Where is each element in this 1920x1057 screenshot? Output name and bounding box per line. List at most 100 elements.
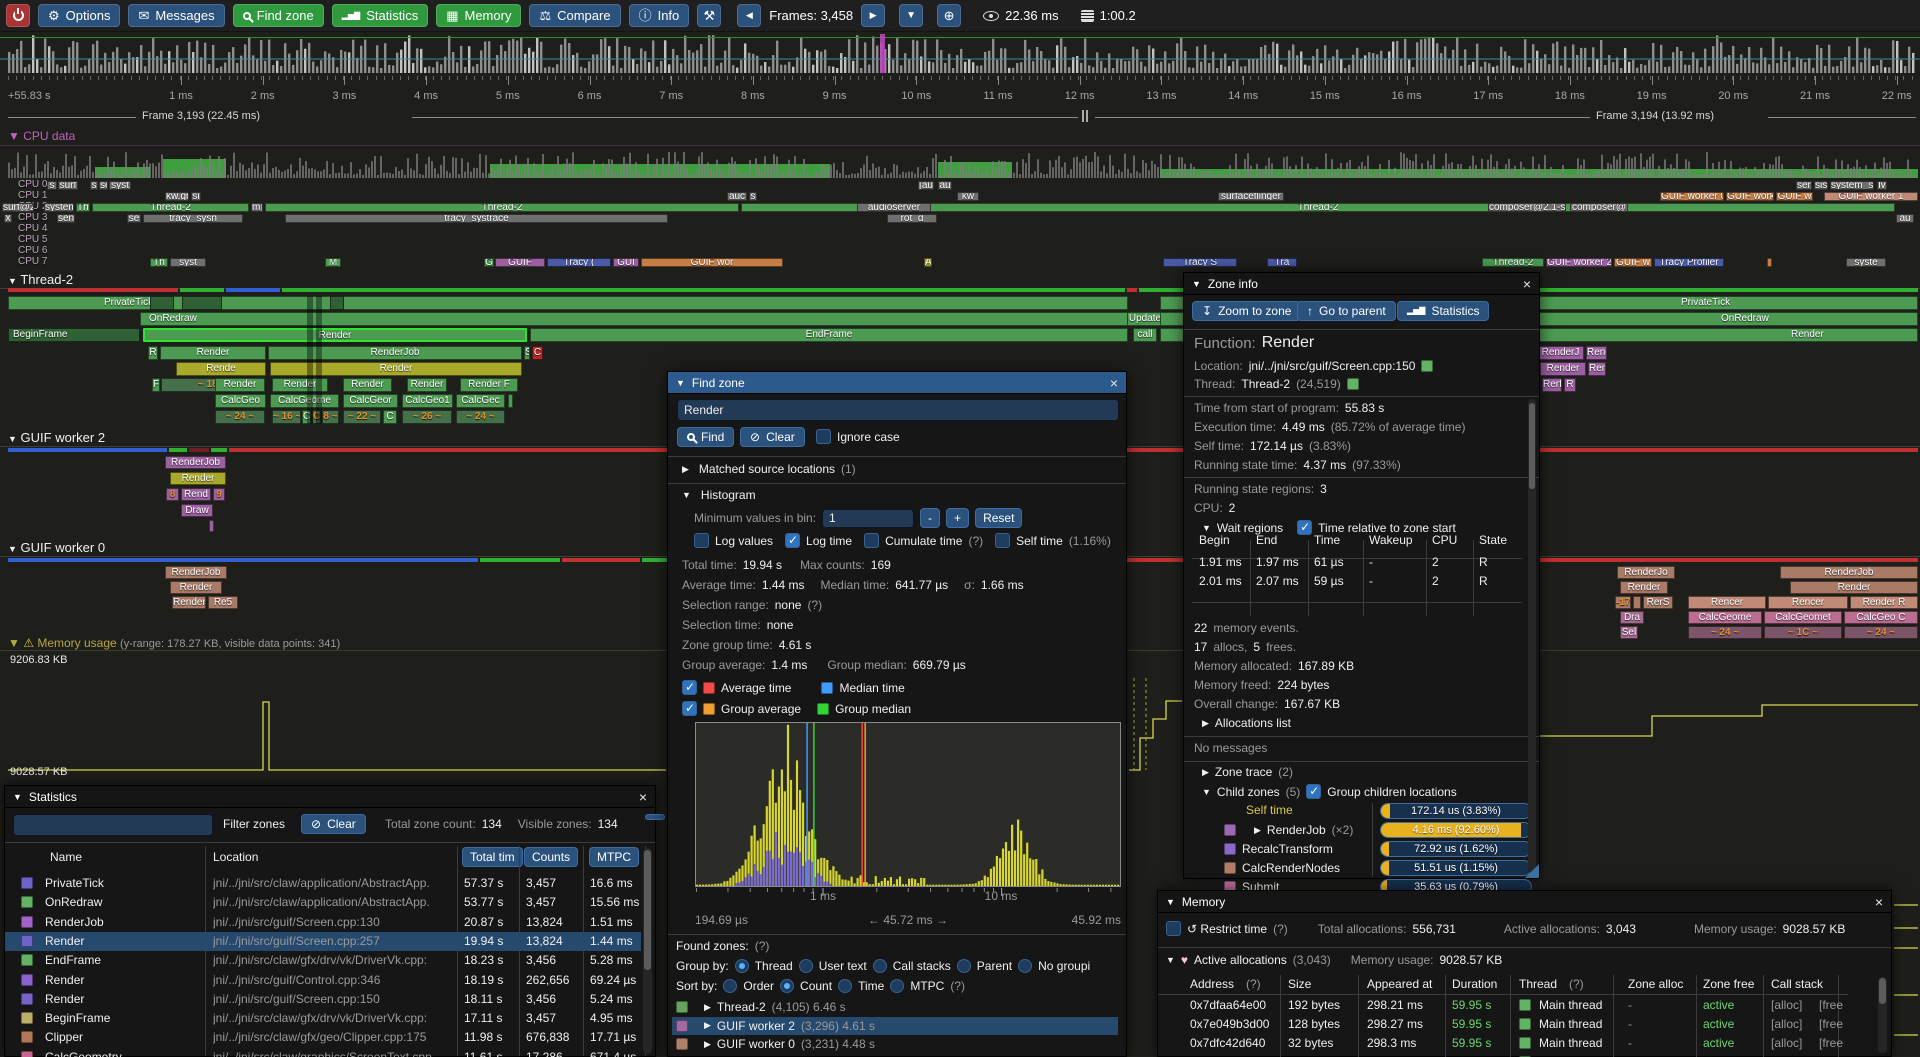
col-mtpc-button[interactable]: MTPC [589,847,639,867]
prev-frame-button[interactable]: ◀ [737,4,762,27]
find-zone-titlebar[interactable]: ▼ Find zone × [668,372,1126,394]
zone-statistics-button[interactable]: ▂▅▇ Statistics [1397,301,1490,321]
timeline-zone[interactable]: m]a [251,203,263,212]
timeline-zone[interactable]: composer@ [1570,203,1628,212]
allocation-row[interactable]: 0x7dfc42d640 32 bytes 298.3 ms 59.95 s Main … [1190,1036,1843,1050]
timeline-zone[interactable]: Th [150,258,168,267]
frame-time-graph[interactable] [0,32,1920,76]
memory-titlebar[interactable]: ▼ Memory × [1158,891,1891,913]
statistics-row[interactable]: EndFrame jni/../jni/src/claw/gfx/drv/vk/D… [5,951,641,970]
timeline-zone[interactable]: RenderJo [1617,566,1675,579]
ignore-case-row[interactable]: Ignore case [816,429,900,444]
timeline-zone[interactable]: syste [1846,258,1886,267]
timeline-zone[interactable]: Rencer [1768,596,1848,609]
sort-by-order[interactable] [723,979,738,993]
timeline-zone[interactable]: C [312,410,321,424]
child-zone-row[interactable]: RecalcTransform [1224,842,1333,856]
partial-button[interactable] [645,814,665,820]
timeline-zone[interactable]: ~ 16 ~ [272,410,301,424]
allocations-list[interactable]: ▶ Allocations list [1202,716,1291,730]
timeline-zone[interactable]: kw [957,192,979,201]
timeline-zone[interactable]: 8 [166,488,179,501]
go-to-parent-button[interactable]: ↑ Go to parent [1297,301,1396,321]
timeline-zone[interactable]: rot_d [887,214,937,223]
timeline-zone[interactable]: Thread-2 [1482,258,1544,267]
timeline-zone[interactable]: [au [918,181,934,190]
zoom-to-zone-button[interactable]: ↧ Zoom to zone [1192,301,1302,321]
find-zone-button[interactable]: Find zone [232,4,324,27]
timeline-zone[interactable]: Render [215,378,265,392]
timeline-zone[interactable]: C [383,410,397,424]
timeline-zone[interactable]: OnRedraw [140,312,1128,326]
group-avg-checkbox[interactable] [682,701,697,716]
timeline-zone[interactable]: surf@2g [2,203,34,212]
timeline-zone[interactable] [182,296,222,310]
timeline-zone[interactable]: EndFrame [530,328,1128,342]
timeline-zone[interactable] [330,296,344,310]
timeline-zone[interactable]: CalcGeo1 [402,394,453,408]
timeline-zone[interactable]: RenderJob [165,456,226,469]
timeline-zone[interactable]: ~ 24 ~ [1688,626,1762,639]
statistics-row[interactable]: Render jni/../jni/src/guif/Screen.cpp:257… [5,931,641,951]
timeline-zone[interactable]: 9 [213,488,225,501]
timeline-zone[interactable]: tracy_sysn [143,214,243,223]
timeline-zone[interactable]: Tra [1267,258,1297,267]
timeline-zone[interactable]: tracy_systrace [285,214,668,223]
timeline-zone[interactable]: GUIF w [1776,192,1813,201]
timeline-zone[interactable]: s [749,192,757,201]
col-counts-button[interactable]: Counts [524,847,579,867]
child-zone-row[interactable]: CalcRenderNodes [1224,861,1340,875]
timeline-zone[interactable]: sis [1814,181,1828,190]
timeline-zone[interactable] [1633,596,1641,609]
thread-header-thread-2[interactable]: ▼ Thread-2 [8,272,74,287]
log-time-checkbox[interactable] [785,533,801,548]
timeline-zone[interactable]: CalcGeo C [1844,611,1918,624]
group-by-thread[interactable] [734,959,749,973]
log-values-checkbox[interactable] [694,533,709,548]
child-zone-row[interactable]: ▶ RenderJob (×2) [1224,823,1353,837]
timeline-zone[interactable]: GUIF wor [641,258,783,267]
power-button[interactable] [6,4,30,27]
timeline-zone[interactable]: Render [343,378,392,392]
timeline-zone[interactable]: system se [44,203,74,212]
memory-col-appeared-at[interactable]: Appeared at [1367,977,1433,991]
memory-button[interactable]: ▦ Memory [436,4,522,27]
timeline-zone[interactable]: audioserver [857,203,931,212]
timeline-zone[interactable]: Tracy Profiler [1654,258,1724,267]
statistics-row[interactable]: CalcGeometry jni/../jni/src/claw/graphics… [5,1048,641,1057]
found-zone-row[interactable]: ▶GUIF worker 1(3,192) 4.39 s [672,1054,1118,1057]
timeline-zone[interactable] [209,520,214,532]
timeline-zone[interactable]: CalcGeome [1688,611,1762,624]
decrement-button[interactable]: - [920,508,941,528]
statistics-row[interactable]: Clipper jni/../jni/src/claw/gfx/geo/Clipp… [5,1028,641,1047]
scrollbar[interactable] [1878,977,1887,1053]
timeline-zone[interactable]: Rerf [1542,378,1562,392]
timeline-zone[interactable]: BeginFrame [8,328,140,342]
options-button[interactable]: ⚙ Options [38,4,121,27]
timeline-zone[interactable]: Render [1790,581,1918,594]
timeline-zone[interactable]: Render [172,596,206,609]
timeline-zone[interactable]: Render R [1850,596,1918,609]
memory-col-zone-free[interactable]: Zone free [1703,977,1755,991]
timeline-zone[interactable]: se [99,181,108,190]
thread-header-guif-worker-0[interactable]: ▼ GUIF worker 0 [8,540,106,555]
statistics-row[interactable]: Render jni/../jni/src/guif/Control.cpp:34… [5,971,641,990]
timeline-zone[interactable]: CalcGeor [343,394,398,408]
col-total-time-button[interactable]: Total tim [462,847,523,867]
group-children-checkbox[interactable] [1306,784,1322,799]
timeline-zone[interactable]: CalcGeo [215,394,266,408]
timeline-zone[interactable]: Re5 [208,596,238,609]
timeline-zone[interactable]: ~ 24 ~ [215,410,265,424]
tools-button[interactable]: ⚒ [697,4,722,27]
timeline-zone[interactable]: 8 ~ [322,410,339,424]
found-zone-row[interactable]: ▶ GUIF worker 0 (3,231) 4.48 s [672,1035,1118,1053]
messages-button[interactable]: ✉ Messages [128,4,225,27]
wait-regions-header[interactable]: ▼Wait regionsTime relative to zone start [1202,520,1456,535]
timeline-zone[interactable]: Update [1127,312,1163,326]
clear-button[interactable]: ⊘ Clear [740,427,805,447]
time-ruler[interactable]: +55.83 s 1 ms 2 ms 3 ms 4 ms 5 ms 6 ms 7 ms 8 m… [0,76,1920,108]
timeline-zone[interactable]: PrivateTick [8,296,1128,310]
cpu-data-header[interactable]: ▼ CPU data [8,129,76,143]
statistics-titlebar[interactable]: ▼ Statistics × [5,786,655,808]
min-values-input[interactable] [822,508,915,528]
